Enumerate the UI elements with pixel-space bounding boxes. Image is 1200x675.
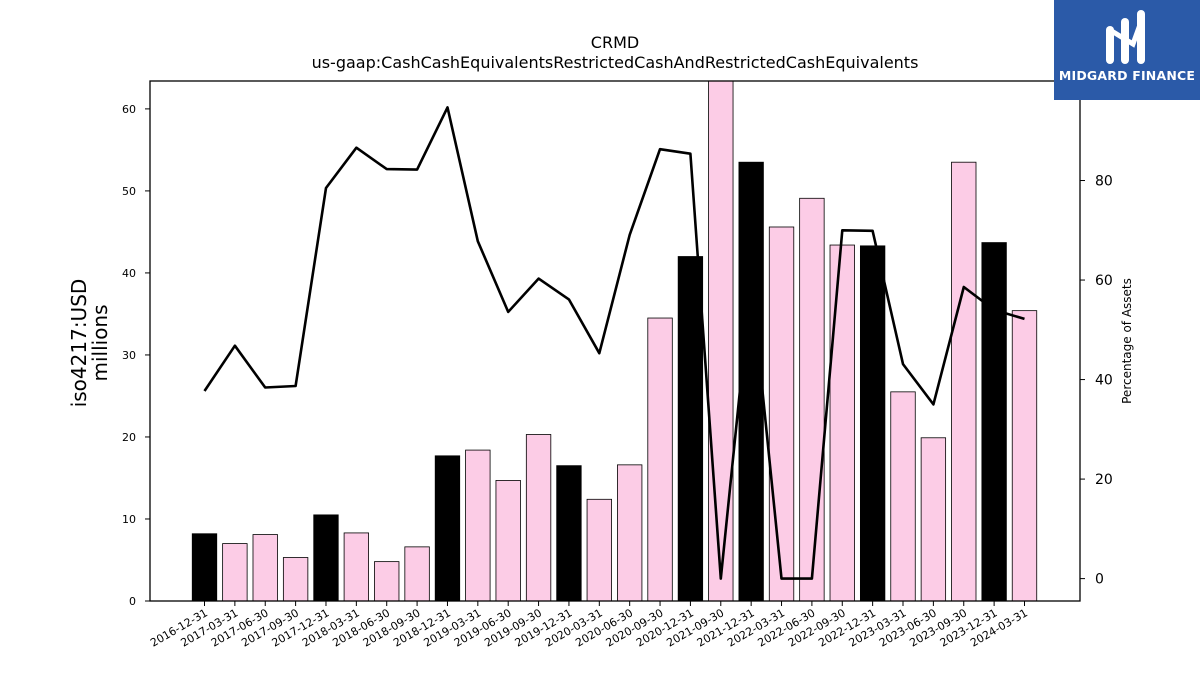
bar-2020-03-31 [586, 498, 612, 602]
y2-axis-label: Percentage of Assets [1120, 278, 1134, 404]
y-tick-label: 60 [122, 103, 136, 116]
bar-2022-06-30 [799, 197, 825, 602]
percentage-line-group [203, 106, 1025, 580]
y-tick-label: 0 [129, 595, 136, 608]
percentage-of-assets-line [203, 106, 1025, 580]
y-tick-label: 40 [122, 267, 136, 280]
y-tick-label: 50 [122, 185, 136, 198]
plot-frame [149, 80, 1081, 602]
bar-2017-06-30 [252, 534, 278, 602]
left-axis-ticks: 0 10 20 30 40 50 60 [122, 103, 150, 608]
x-axis-ticks: 2016-12-312017-03-312017-06-302017-09-30… [148, 601, 1030, 650]
bar-2018-09-30 [404, 546, 430, 602]
bar-2019-12-31 [556, 465, 582, 602]
bar-2018-06-30 [374, 561, 400, 602]
y-axis-label-unit: iso4217:USD [67, 279, 91, 408]
bar-2021-09-30 [708, 80, 734, 602]
y2-tick-label: 0 [1095, 572, 1104, 588]
y-tick-label: 30 [122, 349, 136, 362]
bar-2019-06-30 [495, 480, 521, 602]
bar-2023-03-31 [890, 391, 916, 602]
bar-2017-12-31 [313, 514, 339, 602]
right-axis-ticks: 0 20 40 60 80 [1080, 174, 1113, 588]
chart-subtitle: us-gaap:CashCashEquivalentsRestrictedCas… [312, 53, 919, 72]
bar-2023-06-30 [920, 437, 947, 602]
bar-2024-03-31 [1011, 310, 1038, 602]
brand-name: MIDGARD FINANCE [1058, 68, 1196, 83]
bar-2016-12-31 [191, 533, 218, 602]
bar-2019-03-31 [465, 449, 491, 602]
bar-2023-09-30 [951, 161, 977, 602]
bar-2022-03-31 [768, 226, 795, 602]
bar-2018-12-31 [434, 455, 461, 602]
bar-2020-09-30 [647, 317, 673, 602]
bar-2020-12-31 [677, 256, 704, 602]
bar-2017-09-30 [282, 557, 309, 602]
y2-tick-label: 20 [1095, 472, 1113, 488]
y-axis-label-scale: millions [88, 304, 112, 381]
y2-tick-label: 60 [1095, 273, 1113, 289]
bar-2018-03-31 [343, 532, 370, 602]
midgard-logo-icon [1106, 10, 1145, 64]
bar-2017-03-31 [222, 543, 248, 602]
bar-2021-12-31 [738, 161, 764, 602]
bars-group [191, 80, 1038, 602]
brand-logo: MIDGARD FINANCE [1054, 0, 1200, 100]
y2-tick-label: 80 [1095, 174, 1113, 190]
chart-title: CRMD [591, 33, 639, 52]
bar-2022-09-30 [829, 244, 855, 602]
bar-2023-12-31 [981, 242, 1007, 602]
bar-2022-12-31 [859, 245, 886, 602]
y-tick-label: 20 [122, 431, 136, 444]
y-tick-label: 10 [122, 513, 136, 526]
y2-tick-label: 40 [1095, 373, 1113, 389]
bar-2020-06-30 [617, 464, 643, 602]
bar-2019-09-30 [525, 434, 552, 602]
